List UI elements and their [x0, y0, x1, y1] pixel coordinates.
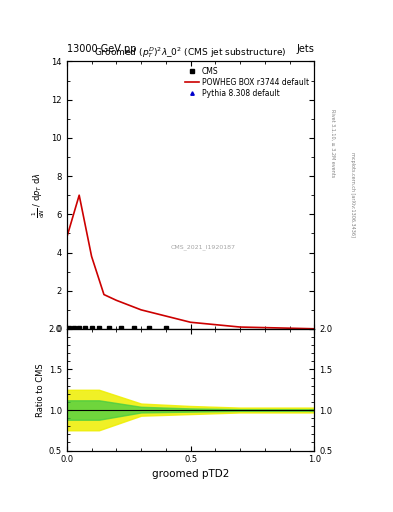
Pythia 8.308 default: [163, 325, 168, 331]
Pythia 8.308 default: [89, 325, 94, 331]
Pythia 8.308 default: [77, 325, 82, 331]
CMS: [97, 325, 101, 331]
CMS: [146, 325, 151, 331]
POWHEG BOX r3744 default: [312, 326, 317, 332]
Title: Groomed $(p_T^D)^2\lambda\_0^2$ (CMS jet substructure): Groomed $(p_T^D)^2\lambda\_0^2$ (CMS jet…: [94, 46, 287, 60]
POWHEG BOX r3744 default: [139, 307, 143, 313]
CMS: [119, 325, 124, 331]
Line: Pythia 8.308 default: Pythia 8.308 default: [68, 326, 167, 330]
Text: 13000 GeV pp: 13000 GeV pp: [67, 44, 136, 54]
POWHEG BOX r3744 default: [89, 253, 94, 260]
POWHEG BOX r3744 default: [238, 324, 242, 330]
Pythia 8.308 default: [107, 325, 111, 331]
Text: CMS_2021_I1920187: CMS_2021_I1920187: [171, 245, 236, 250]
X-axis label: groomed pTD2: groomed pTD2: [152, 468, 229, 479]
CMS: [131, 325, 136, 331]
Pythia 8.308 default: [146, 325, 151, 331]
POWHEG BOX r3744 default: [64, 234, 69, 240]
Text: Jets: Jets: [297, 44, 314, 54]
CMS: [72, 325, 77, 331]
Y-axis label: Ratio to CMS: Ratio to CMS: [36, 363, 45, 417]
Y-axis label: $\frac{1}{\mathrm{d}N}$ / $\mathrm{d}p_T$ $\mathrm{d}\lambda$: $\frac{1}{\mathrm{d}N}$ / $\mathrm{d}p_T…: [31, 172, 47, 218]
Text: Rivet 3.1.10, ≥ 3.2M events: Rivet 3.1.10, ≥ 3.2M events: [330, 109, 335, 178]
Pythia 8.308 default: [119, 325, 124, 331]
Line: CMS: CMS: [68, 326, 167, 330]
POWHEG BOX r3744 default: [114, 297, 119, 304]
CMS: [107, 325, 111, 331]
Pythia 8.308 default: [97, 325, 101, 331]
CMS: [77, 325, 82, 331]
POWHEG BOX r3744 default: [188, 319, 193, 325]
Line: POWHEG BOX r3744 default: POWHEG BOX r3744 default: [67, 195, 314, 329]
POWHEG BOX r3744 default: [101, 291, 106, 297]
POWHEG BOX r3744 default: [77, 192, 82, 198]
CMS: [163, 325, 168, 331]
Legend: CMS, POWHEG BOX r3744 default, Pythia 8.308 default: CMS, POWHEG BOX r3744 default, Pythia 8.…: [184, 65, 310, 99]
CMS: [83, 325, 88, 331]
CMS: [89, 325, 94, 331]
Pythia 8.308 default: [83, 325, 88, 331]
Text: mcplots.cern.ch [arXiv:1306.3436]: mcplots.cern.ch [arXiv:1306.3436]: [350, 152, 355, 237]
Pythia 8.308 default: [67, 325, 72, 331]
Pythia 8.308 default: [72, 325, 77, 331]
CMS: [67, 325, 72, 331]
Pythia 8.308 default: [131, 325, 136, 331]
